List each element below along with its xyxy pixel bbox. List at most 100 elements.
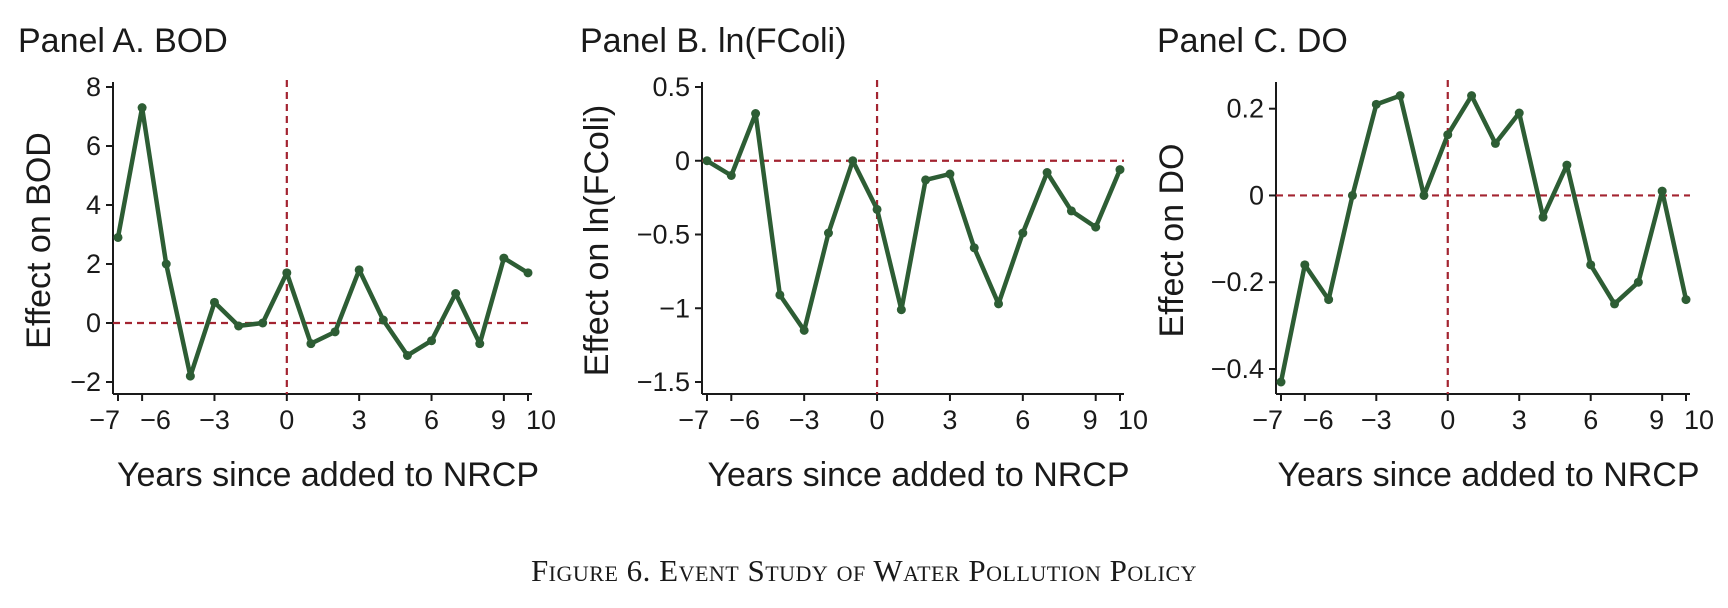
data-point xyxy=(1657,186,1667,196)
series-line xyxy=(115,105,531,379)
x-tick-label: −7 xyxy=(678,405,709,435)
data-point xyxy=(1276,377,1286,387)
y-tick-label: 0 xyxy=(86,308,101,338)
x-tick-label: −3 xyxy=(789,405,820,435)
data-point xyxy=(427,336,437,346)
series-line xyxy=(1278,93,1689,385)
data-point xyxy=(499,253,509,263)
x-tick-label: −7 xyxy=(89,405,120,435)
data-point xyxy=(475,339,485,349)
data-point xyxy=(1419,190,1429,200)
data-point xyxy=(896,305,906,315)
data-point xyxy=(823,228,833,238)
data-point xyxy=(1514,108,1524,118)
data-point xyxy=(1443,130,1453,140)
figure-caption: Figure 6. Event Study of Water Pollution… xyxy=(530,553,1198,588)
x-tick-label: −7 xyxy=(1252,405,1283,435)
data-point xyxy=(209,297,219,307)
data-point xyxy=(775,290,785,300)
data-point xyxy=(1395,91,1405,101)
data-point xyxy=(185,371,195,381)
y-axis-label: Effect on BOD xyxy=(20,132,58,349)
data-point xyxy=(1467,91,1477,101)
x-tick-label: 9 xyxy=(491,405,506,435)
panel-title: Panel B. ln(FColi) xyxy=(580,22,846,60)
data-point xyxy=(1586,260,1596,270)
x-tick-label: 6 xyxy=(1583,405,1598,435)
data-point xyxy=(1018,228,1028,238)
y-tick-label: 2 xyxy=(86,249,101,279)
data-point xyxy=(994,299,1004,309)
x-tick-label: −6 xyxy=(1303,405,1334,435)
x-axis-label: Years since added to NRCP xyxy=(117,456,539,494)
x-tick-label: 3 xyxy=(942,405,957,435)
data-point xyxy=(113,232,123,242)
x-tick-label: 9 xyxy=(1083,405,1098,435)
y-tick-label: 6 xyxy=(86,131,101,161)
y-tick-label: −1 xyxy=(659,293,690,323)
y-tick-label: 4 xyxy=(86,190,101,220)
data-point xyxy=(1347,190,1357,200)
data-point xyxy=(1066,206,1076,216)
data-point xyxy=(330,327,340,337)
data-point xyxy=(702,156,712,166)
y-tick-label: −0.5 xyxy=(637,220,690,250)
data-point xyxy=(969,243,979,253)
y-tick-label: −0.4 xyxy=(1211,354,1264,384)
x-tick-label: 0 xyxy=(870,405,885,435)
data-point xyxy=(1538,212,1548,222)
x-tick-label: 10 xyxy=(1118,405,1148,435)
y-tick-label: 8 xyxy=(86,72,101,102)
x-tick-label: 0 xyxy=(279,405,294,435)
data-point xyxy=(1562,160,1572,170)
data-point xyxy=(1371,99,1381,109)
data-point xyxy=(751,109,761,119)
data-point xyxy=(378,315,388,325)
data-point xyxy=(258,318,268,328)
y-tick-label: 0 xyxy=(1249,180,1264,210)
data-point xyxy=(872,204,882,214)
data-point xyxy=(1490,138,1500,148)
data-point xyxy=(1300,260,1310,270)
y-tick-label: 0.2 xyxy=(1226,94,1264,124)
x-tick-label: −3 xyxy=(199,405,230,435)
data-point xyxy=(161,259,171,269)
data-point xyxy=(354,265,364,275)
y-tick-label: 0 xyxy=(675,146,690,176)
panel-title: Panel C. DO xyxy=(1157,22,1348,60)
data-point xyxy=(1681,295,1691,305)
data-point xyxy=(921,175,931,185)
x-tick-label: 10 xyxy=(526,405,556,435)
data-point xyxy=(234,321,244,331)
series-line xyxy=(704,111,1123,333)
y-tick-label: −2 xyxy=(70,367,101,397)
x-tick-label: 10 xyxy=(1684,405,1714,435)
panel-1: Panel A. BOD −2 0 2 4 6 8 −7 −6 −3 0 3 6 9 10 Years sin… xyxy=(18,22,556,494)
data-point xyxy=(1042,168,1052,178)
x-tick-label: −3 xyxy=(1361,405,1392,435)
y-tick-label: 0.5 xyxy=(652,72,690,102)
x-axis-label: Years since added to NRCP xyxy=(1277,456,1699,494)
data-point xyxy=(1610,299,1620,309)
y-tick-label: −1.5 xyxy=(637,367,690,397)
data-point xyxy=(1324,295,1334,305)
data-point xyxy=(848,156,858,166)
data-point xyxy=(1091,222,1101,232)
x-tick-label: 9 xyxy=(1649,405,1664,435)
data-point xyxy=(451,289,461,298)
data-point xyxy=(402,350,412,360)
y-tick-label: −0.2 xyxy=(1211,267,1264,297)
data-point xyxy=(137,103,147,113)
panel-title: Panel A. BOD xyxy=(18,22,228,60)
data-point xyxy=(799,325,809,335)
data-point xyxy=(523,268,533,278)
x-tick-label: 3 xyxy=(1512,405,1527,435)
y-axis-label: Effect on DO xyxy=(1153,143,1191,337)
y-axis-label: Effect on ln(FColi) xyxy=(578,105,616,376)
x-tick-label: 6 xyxy=(424,405,439,435)
panel-2: Panel B. ln(FColi) −1.5 −1 −0.5 0 0.5 −7 −6 −3 0 3… xyxy=(578,22,1148,494)
x-tick-label: 0 xyxy=(1440,405,1455,435)
x-tick-label: −6 xyxy=(140,405,171,435)
x-tick-label: 6 xyxy=(1015,405,1030,435)
